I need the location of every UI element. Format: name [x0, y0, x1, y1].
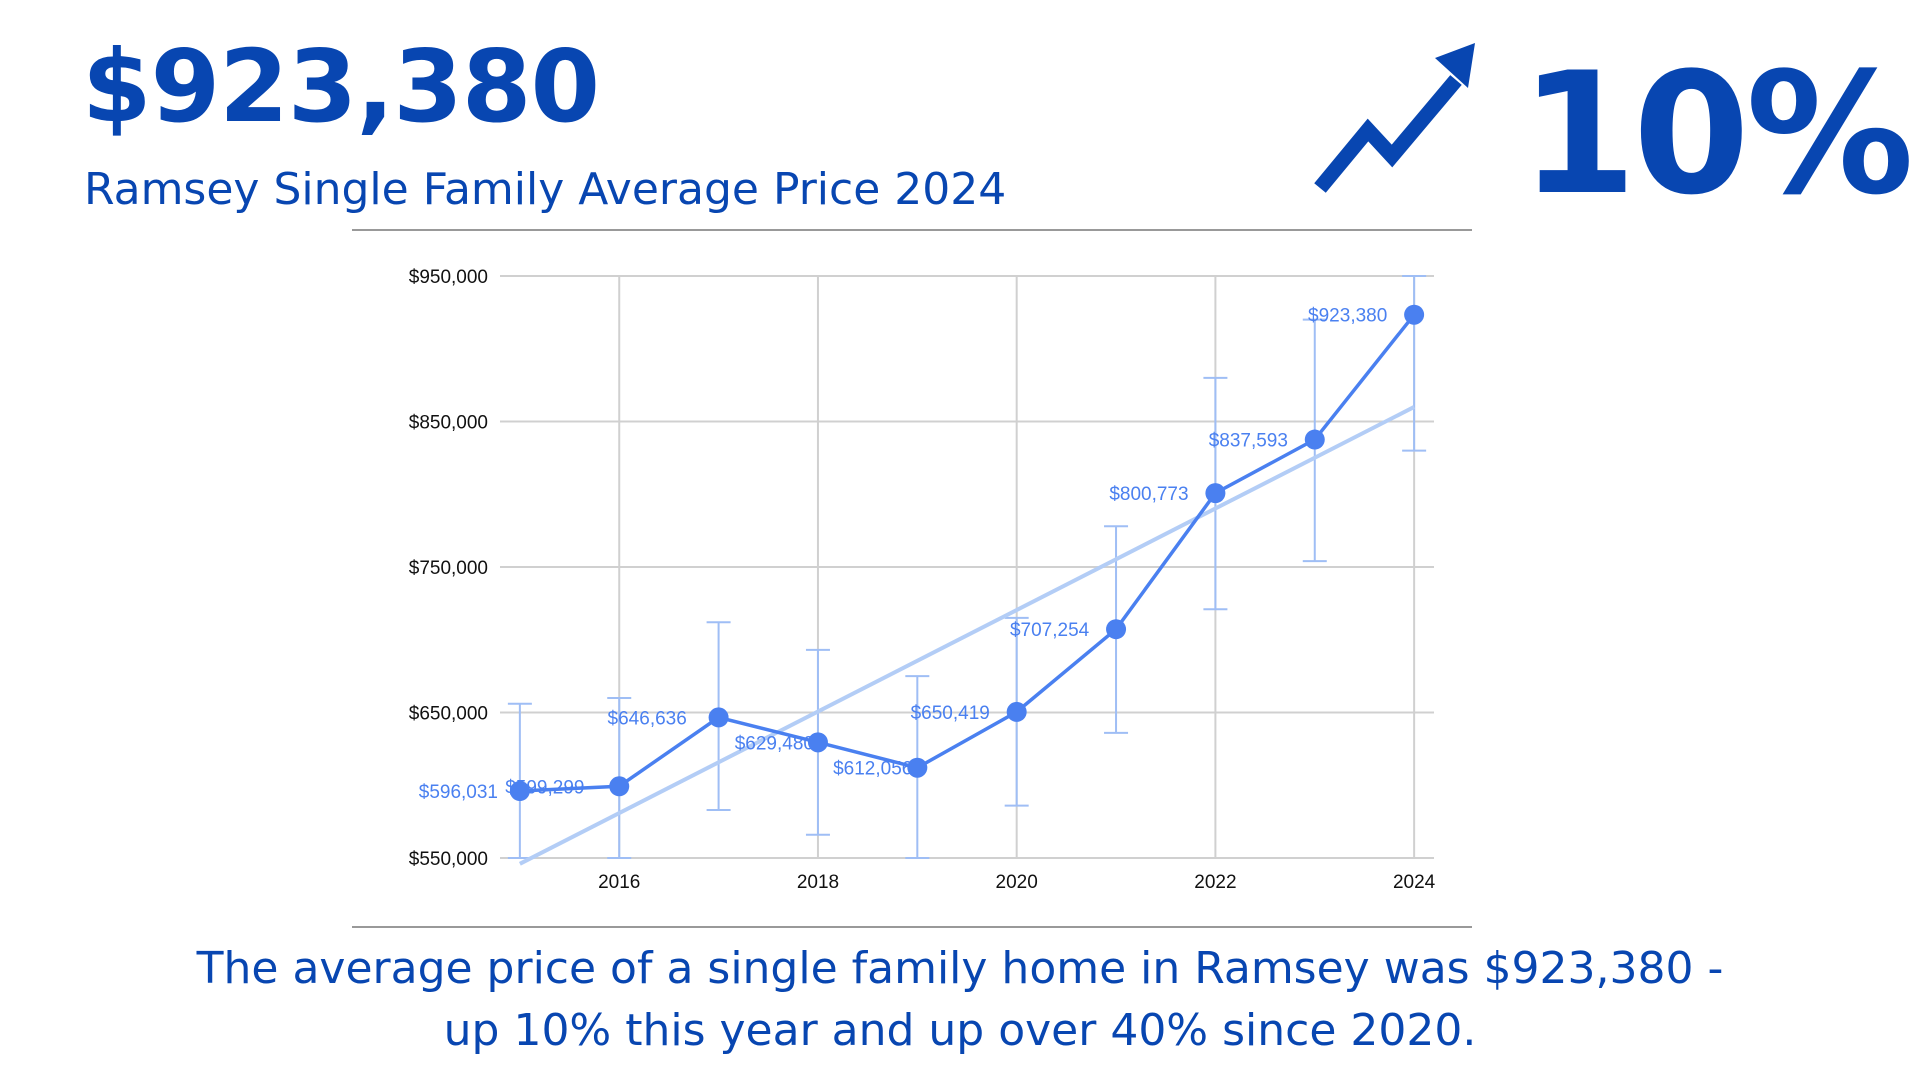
data-point	[708, 707, 729, 728]
data-point	[907, 757, 928, 778]
x-tick-label: 2024	[1393, 872, 1436, 893]
data-label: $629,480	[735, 733, 814, 754]
x-tick-label: 2016	[598, 872, 640, 893]
data-label: $923,380	[1308, 306, 1387, 327]
trending-up-arrow-icon	[1314, 43, 1475, 193]
x-tick-label: 2020	[996, 872, 1038, 893]
percent-change: 10%	[1520, 36, 1914, 232]
data-label: $599,299	[505, 777, 584, 798]
headline-subtitle: Ramsey Single Family Average Price 2024	[84, 164, 1007, 215]
data-point	[807, 732, 828, 753]
y-tick-label: $650,000	[409, 704, 488, 725]
caption-line-2: up 10% this year and up over 40% since 2…	[443, 1005, 1477, 1056]
data-label: $707,254	[1010, 620, 1090, 641]
grid: $550,000 $650,000 $750,000 $850,000 $950,000…	[409, 267, 1436, 893]
caption-line-1: The average price of a single family hom…	[196, 943, 1724, 994]
x-tick-label: 2018	[797, 872, 839, 893]
caption: The average price of a single family hom…	[0, 938, 1920, 1062]
data-points	[509, 304, 1425, 802]
data-point	[1304, 429, 1325, 450]
data-point	[1006, 701, 1027, 722]
bottom-divider	[352, 926, 1472, 928]
data-point	[509, 781, 530, 802]
data-label: $596,031	[419, 782, 498, 803]
data-point	[609, 776, 630, 797]
top-divider	[352, 229, 1472, 231]
x-tick-label: 2022	[1194, 872, 1236, 893]
data-label: $650,419	[911, 703, 990, 724]
data-label: $800,773	[1109, 484, 1188, 505]
y-tick-label: $750,000	[409, 558, 488, 579]
price-chart: $550,000 $650,000 $750,000 $850,000 $950,000…	[409, 267, 1436, 893]
headline-price: $923,380	[82, 28, 600, 145]
y-tick-label: $950,000	[409, 267, 488, 288]
data-label: $646,636	[608, 708, 687, 729]
data-point	[1404, 304, 1425, 325]
y-tick-label: $850,000	[409, 413, 488, 434]
data-labels: $596,031 $599,299 $646,636 $629,480 $612,056…	[419, 306, 1388, 803]
data-label: $612,056	[833, 759, 912, 780]
data-label: $837,593	[1209, 431, 1288, 452]
chart-area: $550,000 $650,000 $750,000 $850,000 $950,000…	[352, 240, 1472, 924]
series-line	[519, 313, 1416, 793]
data-point	[1106, 619, 1127, 640]
trendline	[518, 405, 1416, 866]
y-tick-label: $550,000	[409, 849, 488, 870]
data-point	[1205, 483, 1226, 504]
